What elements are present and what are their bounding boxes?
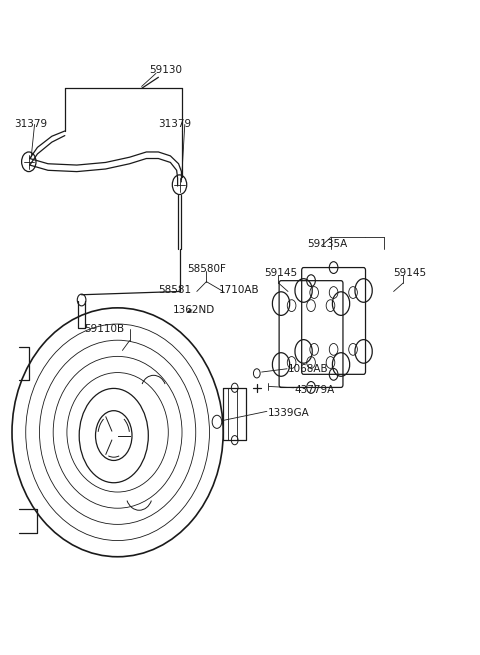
- Text: 1339GA: 1339GA: [267, 407, 309, 418]
- Text: 59145: 59145: [394, 268, 427, 278]
- Text: 1362ND: 1362ND: [173, 305, 215, 315]
- Text: 59130: 59130: [149, 65, 182, 75]
- Text: 1068AB: 1068AB: [288, 364, 329, 374]
- Text: 1710AB: 1710AB: [218, 285, 259, 295]
- Text: 31379: 31379: [14, 119, 48, 130]
- Text: 58580F: 58580F: [187, 263, 226, 274]
- Text: 43779A: 43779A: [295, 384, 335, 395]
- Text: 31379: 31379: [158, 119, 192, 130]
- Text: 58581: 58581: [158, 285, 192, 295]
- Text: 59135A: 59135A: [307, 238, 348, 249]
- Text: 59145: 59145: [264, 268, 297, 278]
- Text: 59110B: 59110B: [84, 324, 124, 334]
